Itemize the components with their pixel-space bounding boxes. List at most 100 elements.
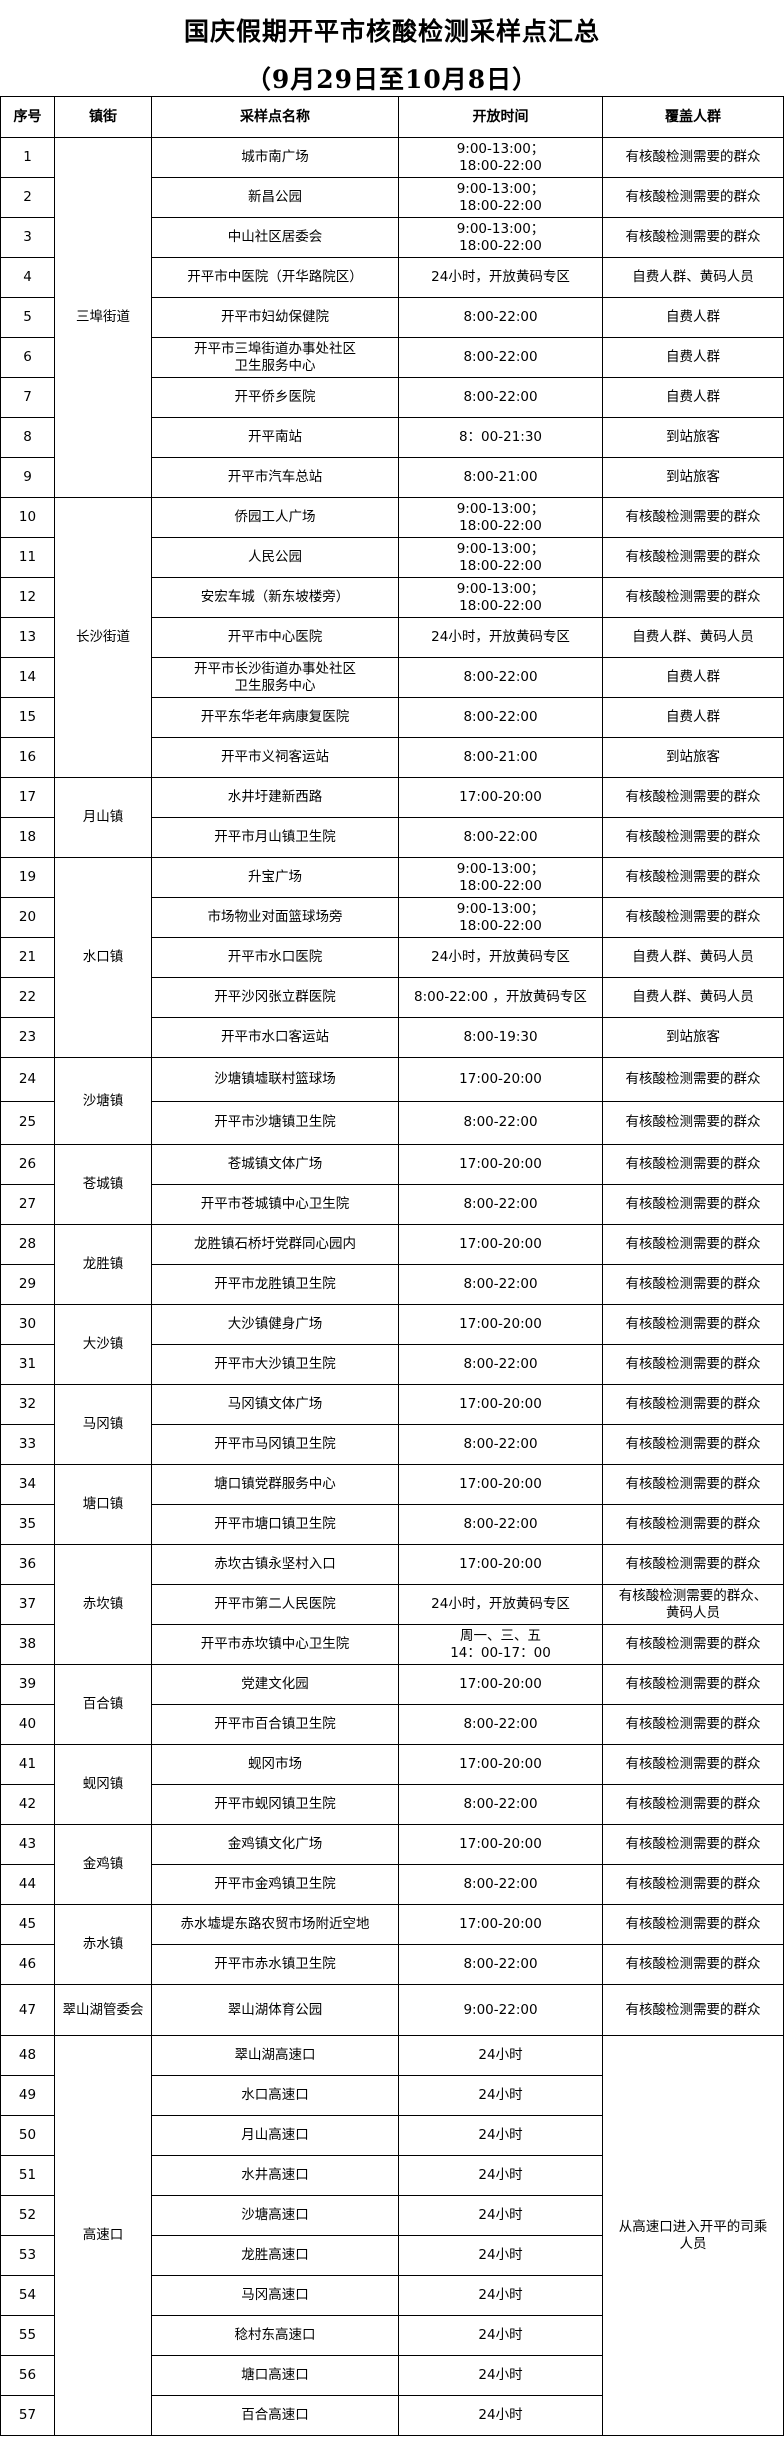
site-name: 中山社区居委会 xyxy=(151,217,399,258)
site-name: 稔村东高速口 xyxy=(151,2315,399,2356)
table-row: 25 开平市沙塘镇卫生院 8:00-22:00 有核酸检测需要的群众 xyxy=(0,1100,784,1145)
open-time: 9:00-13:00； 18:00-22:00 xyxy=(398,497,603,538)
coverage: 有核酸检测需要的群众 xyxy=(602,1784,784,1825)
coverage: 有核酸检测需要的群众 xyxy=(602,897,784,938)
table-row: 30 大沙镇 大沙镇健身广场 17:00-20:00 有核酸检测需要的群众 xyxy=(0,1304,784,1385)
coverage: 有核酸检测需要的群众 xyxy=(602,537,784,578)
row-number: 15 xyxy=(0,697,55,738)
coverage: 有核酸检测需要的群众 xyxy=(602,1344,784,1385)
row-number: 30 xyxy=(0,1304,55,1345)
table-row: 1 三埠街道 城市南广场 9:00-13:00； 18:00-22:00 有核酸检测需要… xyxy=(0,137,784,498)
open-time: 17:00-20:00 xyxy=(398,1744,603,1785)
row-number: 8 xyxy=(0,417,55,458)
row-number: 22 xyxy=(0,977,55,1018)
row-number: 7 xyxy=(0,377,55,418)
table-row: 34 塘口镇 塘口镇党群服务中心 17:00-20:00 有核酸检测需要的群众 xyxy=(0,1464,784,1545)
site-name: 开平市义祠客运站 xyxy=(151,737,399,778)
coverage: 自费人群 xyxy=(602,657,784,698)
site-name: 开平市龙胜镇卫生院 xyxy=(151,1264,399,1305)
table-row: 18 开平市月山镇卫生院 8:00-22:00 有核酸检测需要的群众 xyxy=(0,817,784,858)
site-name: 大沙镇健身广场 xyxy=(151,1304,399,1345)
table-header-row: 序号 镇街 采样点名称 开放时间 覆盖人群 xyxy=(0,96,784,138)
site-name: 开平市马冈镇卫生院 xyxy=(151,1424,399,1465)
site-name: 开平市中心医院 xyxy=(151,617,399,658)
coverage: 有核酸检测需要的群众 xyxy=(602,177,784,218)
open-time: 9:00-13:00； 18:00-22:00 xyxy=(398,857,603,898)
table-row: 22 开平沙冈张立群医院 8:00-22:00 ，开放黄码专区 自费人群、黄码人员 xyxy=(0,977,784,1018)
table-row: 24 沙塘镇 沙塘镇墟联村篮球场 17:00-20:00 有核酸检测需要的群众 xyxy=(0,1057,784,1145)
table-row: 27 开平市苍城镇中心卫生院 8:00-22:00 有核酸检测需要的群众 xyxy=(0,1184,784,1225)
open-time: 8:00-22:00 xyxy=(398,1504,603,1545)
town-cell: 大沙镇 xyxy=(54,1304,152,1385)
site-name: 开平市苍城镇中心卫生院 xyxy=(151,1184,399,1225)
row-number: 46 xyxy=(0,1944,55,1985)
table-row: 19 水口镇 升宝广场 9:00-13:00； 18:00-22:00 有核酸检测需要的… xyxy=(0,857,784,1058)
table-row: 57 百合高速口 24小时 xyxy=(0,2395,784,2436)
table-row: 43 金鸡镇 金鸡镇文化广场 17:00-20:00 有核酸检测需要的群众 xyxy=(0,1824,784,1905)
site-name: 开平市赤坎镇中心卫生院 xyxy=(151,1624,399,1665)
site-name: 升宝广场 xyxy=(151,857,399,898)
row-number: 54 xyxy=(0,2275,55,2316)
row-number: 14 xyxy=(0,657,55,698)
coverage: 有核酸检测需要的群众 xyxy=(602,1224,784,1265)
row-number: 28 xyxy=(0,1224,55,1265)
coverage: 有核酸检测需要的群众 xyxy=(602,1984,784,2036)
site-name: 开平市金鸡镇卫生院 xyxy=(151,1864,399,1905)
page-subtitle: （9月29日至10月8日） xyxy=(245,65,539,94)
row-number: 42 xyxy=(0,1784,55,1825)
row-number: 3 xyxy=(0,217,55,258)
row-number: 55 xyxy=(0,2315,55,2356)
row-number: 24 xyxy=(0,1057,55,1102)
table-row: 45 赤水镇 赤水墟堤东路农贸市场附近空地 17:00-20:00 有核酸检测需要的群众 xyxy=(0,1904,784,1985)
open-time: 17:00-20:00 xyxy=(398,1904,603,1945)
site-name: 月山高速口 xyxy=(151,2115,399,2156)
site-name: 金鸡镇文化广场 xyxy=(151,1824,399,1865)
coverage: 自费人群 xyxy=(602,297,784,338)
open-time: 8:00-22:00 xyxy=(398,1784,603,1825)
open-time: 9:00-13:00； 18:00-22:00 xyxy=(398,137,603,178)
site-name: 开平市长沙街道办事处社区 卫生服务中心 xyxy=(151,657,399,698)
open-time: 8:00-22:00 xyxy=(398,1264,603,1305)
row-number: 35 xyxy=(0,1504,55,1545)
row-number: 39 xyxy=(0,1664,55,1705)
open-time: 17:00-20:00 xyxy=(398,1824,603,1865)
site-name: 龙胜高速口 xyxy=(151,2235,399,2276)
site-name: 沙塘高速口 xyxy=(151,2195,399,2236)
row-number: 18 xyxy=(0,817,55,858)
town-cell: 赤坎镇 xyxy=(54,1544,152,1665)
town-cell: 马冈镇 xyxy=(54,1384,152,1465)
open-time: 9:00-13:00； 18:00-22:00 xyxy=(398,537,603,578)
row-number: 10 xyxy=(0,497,55,538)
table-row: 35 开平市塘口镇卫生院 8:00-22:00 有核酸检测需要的群众 xyxy=(0,1504,784,1545)
open-time: 9:00-13:00； 18:00-22:00 xyxy=(398,897,603,938)
row-number: 34 xyxy=(0,1464,55,1505)
site-name: 开平沙冈张立群医院 xyxy=(151,977,399,1018)
site-name: 开平市第二人民医院 xyxy=(151,1584,399,1625)
open-time: 24小时 xyxy=(398,2195,603,2236)
open-time: 9:00-22:00 xyxy=(398,1984,603,2036)
open-time: 周一、三、五 14：00-17：00 xyxy=(398,1624,603,1665)
coverage: 有核酸检测需要的群众 xyxy=(602,777,784,818)
table-row: 40 开平市百合镇卫生院 8:00-22:00 有核酸检测需要的群众 xyxy=(0,1704,784,1745)
town-cell: 翠山湖管委会 xyxy=(54,1984,152,2036)
coverage: 有核酸检测需要的群众 xyxy=(602,1144,784,1185)
town-cell: 金鸡镇 xyxy=(54,1824,152,1905)
site-name: 安宏车城（新东坡楼旁） xyxy=(151,577,399,618)
coverage: 有核酸检测需要的群众 xyxy=(602,1544,784,1585)
row-number: 27 xyxy=(0,1184,55,1225)
site-name: 水井圩建新西路 xyxy=(151,777,399,818)
open-time: 8:00-22:00 xyxy=(398,337,603,378)
coverage: 自费人群 xyxy=(602,337,784,378)
site-name: 开平市汽车总站 xyxy=(151,457,399,498)
coverage: 有核酸检测需要的群众 xyxy=(602,1904,784,1945)
row-number: 48 xyxy=(0,2035,55,2076)
row-number: 17 xyxy=(0,777,55,818)
open-time: 24小时，开放黄码专区 xyxy=(398,257,603,298)
open-time: 9:00-13:00； 18:00-22:00 xyxy=(398,217,603,258)
open-time: 17:00-20:00 xyxy=(398,1384,603,1425)
table-row: 32 马冈镇 马冈镇文体广场 17:00-20:00 有核酸检测需要的群众 xyxy=(0,1384,784,1465)
row-number: 44 xyxy=(0,1864,55,1905)
open-time: 24小时，开放黄码专区 xyxy=(398,1584,603,1625)
site-name: 水井高速口 xyxy=(151,2155,399,2196)
table-row: 31 开平市大沙镇卫生院 8:00-22:00 有核酸检测需要的群众 xyxy=(0,1344,784,1385)
